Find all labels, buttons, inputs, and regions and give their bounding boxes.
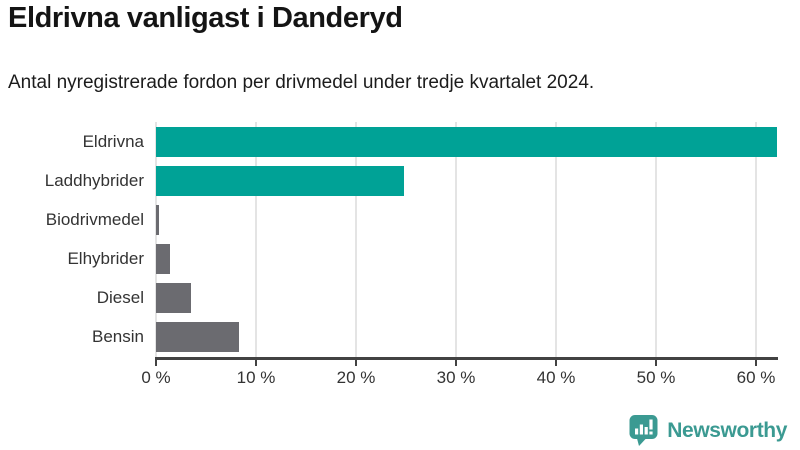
gridline-20 <box>355 122 357 357</box>
x-tick-30 <box>455 360 457 366</box>
x-tick-label-60: 60 % <box>736 368 776 387</box>
x-tick-label-50: 50 % <box>636 368 676 387</box>
gridline-50 <box>655 122 657 357</box>
category-label-bensin: Bensin <box>92 327 144 347</box>
x-tick-label-0: 0 % <box>141 368 171 387</box>
category-label-biodrivmedel: Biodrivmedel <box>45 209 144 229</box>
category-label-diesel: Diesel <box>96 288 144 308</box>
bar-laddhybrider <box>156 165 404 196</box>
x-tick-20 <box>355 360 357 366</box>
bar-elhybrider <box>156 244 170 275</box>
x-axis-line <box>155 357 778 360</box>
bar-biodrivmedel <box>156 204 159 235</box>
x-tick-60 <box>755 360 757 366</box>
chart-title: Eldrivna vanligast i Danderyd <box>8 2 403 34</box>
x-tick-label-40: 40 % <box>536 368 576 387</box>
x-tick-label-30: 30 % <box>436 368 476 387</box>
brand-logo: Newsworthy <box>628 414 787 447</box>
gridline-60 <box>755 122 757 357</box>
x-tick-10 <box>255 360 257 366</box>
x-tick-0 <box>155 360 157 366</box>
gridline-40 <box>555 122 557 357</box>
x-tick-40 <box>555 360 557 366</box>
bar-diesel <box>156 283 191 314</box>
category-label-eldrivna: Eldrivna <box>82 131 144 151</box>
bar-bensin <box>156 322 239 353</box>
newsworthy-icon <box>629 415 658 446</box>
gridline-30 <box>455 122 457 357</box>
chart-subtitle: Antal nyregistrerade fordon per drivmede… <box>8 72 595 93</box>
gridline-0 <box>155 122 157 357</box>
category-label-elhybrider: Elhybrider <box>67 249 144 269</box>
category-label-laddhybrider: Laddhybrider <box>44 170 144 190</box>
x-tick-label-10: 10 % <box>236 368 276 387</box>
x-tick-label-20: 20 % <box>336 368 376 387</box>
bar-eldrivna <box>156 126 777 157</box>
x-tick-50 <box>655 360 657 366</box>
brand-name: Newsworthy <box>667 418 787 442</box>
gridline-10 <box>255 122 257 357</box>
